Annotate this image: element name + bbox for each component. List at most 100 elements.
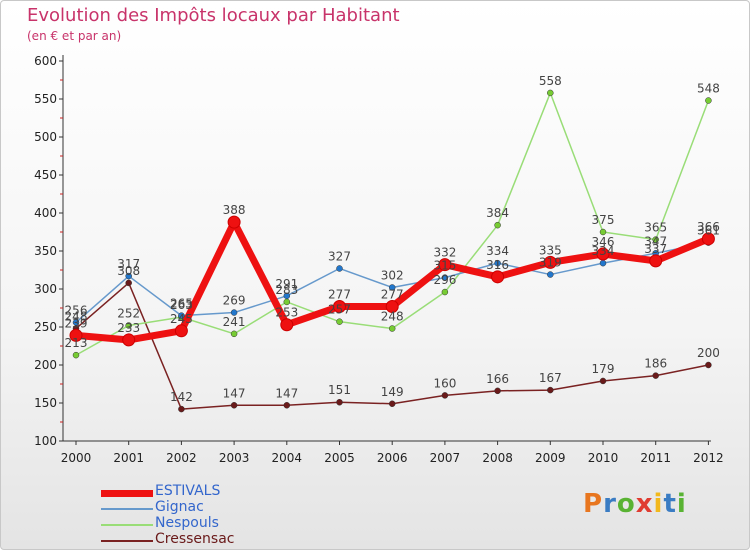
x-tick-label: 2005 xyxy=(324,451,355,465)
data-label: 347 xyxy=(644,234,667,248)
data-point xyxy=(705,361,712,369)
data-point xyxy=(388,400,396,408)
data-label: 269 xyxy=(223,294,246,308)
data-point xyxy=(441,288,449,296)
y-tick-label: 350 xyxy=(34,244,57,258)
x-tick-label: 2004 xyxy=(272,451,303,465)
legend-swatch xyxy=(101,540,153,542)
legend-label: Gignac xyxy=(155,499,204,515)
data-label: 317 xyxy=(117,257,140,271)
legend-swatch xyxy=(101,489,153,497)
x-tick-label: 2012 xyxy=(693,451,724,465)
data-label: 263 xyxy=(170,298,193,312)
data-label: 256 xyxy=(65,303,88,317)
brand-letter: i xyxy=(653,489,664,519)
data-point xyxy=(388,325,396,332)
brand-letter: t xyxy=(663,489,677,519)
y-tick-label: 600 xyxy=(34,54,57,68)
data-point xyxy=(72,319,80,326)
data-label: 151 xyxy=(328,383,351,397)
data-point xyxy=(72,351,80,359)
data-point xyxy=(599,377,607,385)
data-label: 291 xyxy=(275,277,298,291)
x-tick-label: 2010 xyxy=(588,451,619,465)
data-label: 160 xyxy=(433,376,456,390)
brand-letter: r xyxy=(603,489,617,519)
data-point xyxy=(649,254,663,268)
data-point xyxy=(227,215,241,229)
x-tick-label: 2002 xyxy=(166,451,197,465)
data-point xyxy=(543,255,557,269)
data-label: 200 xyxy=(697,346,720,360)
data-point xyxy=(596,247,610,261)
data-point xyxy=(336,318,343,325)
data-label: 388 xyxy=(223,203,246,217)
brand-letter: P xyxy=(583,489,604,519)
data-label: 241 xyxy=(223,315,246,329)
data-point xyxy=(283,402,291,409)
data-label: 302 xyxy=(381,268,404,282)
x-tick-label: 2007 xyxy=(430,451,461,465)
data-label: 315 xyxy=(433,259,456,273)
data-label: 233 xyxy=(117,321,140,335)
data-label: 327 xyxy=(328,249,351,263)
data-label: 213 xyxy=(65,336,88,350)
brand-letter: x xyxy=(635,489,654,519)
y-tick-label: 500 xyxy=(34,130,57,144)
data-point xyxy=(333,299,346,313)
data-label: 245 xyxy=(170,312,193,326)
data-label: 296 xyxy=(433,273,456,287)
data-point xyxy=(599,259,607,267)
data-point xyxy=(122,333,136,347)
data-label: 252 xyxy=(117,306,140,320)
data-point xyxy=(283,292,291,300)
data-label: 316 xyxy=(486,258,509,272)
data-point xyxy=(69,328,83,342)
data-label: 366 xyxy=(697,220,720,234)
x-tick-label: 2000 xyxy=(61,451,92,465)
data-point xyxy=(652,372,659,379)
data-label: 337 xyxy=(644,242,667,256)
data-label: 332 xyxy=(433,246,456,260)
data-point xyxy=(652,236,659,243)
data-point xyxy=(125,322,132,329)
data-label: 186 xyxy=(644,357,667,371)
legend-label: Nespouls xyxy=(155,515,219,531)
data-label: 142 xyxy=(170,390,193,404)
y-tick-label: 200 xyxy=(34,358,57,372)
x-tick-label: 2003 xyxy=(219,451,250,465)
data-label: 277 xyxy=(381,287,404,301)
data-point xyxy=(491,270,505,284)
data-label: 334 xyxy=(486,244,509,258)
data-point xyxy=(280,318,294,332)
data-point xyxy=(283,298,291,306)
data-point xyxy=(125,279,132,287)
data-point xyxy=(547,89,554,97)
data-point xyxy=(336,398,343,406)
data-point xyxy=(441,392,449,399)
data-point xyxy=(178,312,185,319)
y-tick-label: 250 xyxy=(34,320,57,334)
data-point xyxy=(599,228,607,236)
data-label: 335 xyxy=(539,243,562,257)
x-tick-label: 2009 xyxy=(535,451,566,465)
x-tick-label: 2006 xyxy=(377,451,408,465)
data-label: 361 xyxy=(697,224,720,238)
data-point xyxy=(388,284,396,291)
legend-label: ESTIVALS xyxy=(155,483,221,499)
data-point xyxy=(230,402,238,409)
data-label: 239 xyxy=(65,316,88,330)
y-tick-label: 300 xyxy=(34,282,57,296)
data-point xyxy=(174,324,188,338)
legend-label: Cressensac xyxy=(155,531,235,547)
data-label: 548 xyxy=(697,82,720,96)
data-point xyxy=(701,232,715,246)
data-point xyxy=(494,387,501,395)
legend-swatch xyxy=(101,508,153,510)
data-point xyxy=(705,97,712,104)
data-label: 558 xyxy=(539,74,562,88)
data-label: 283 xyxy=(275,283,298,297)
data-label: 147 xyxy=(275,386,298,400)
data-label: 384 xyxy=(486,206,509,220)
